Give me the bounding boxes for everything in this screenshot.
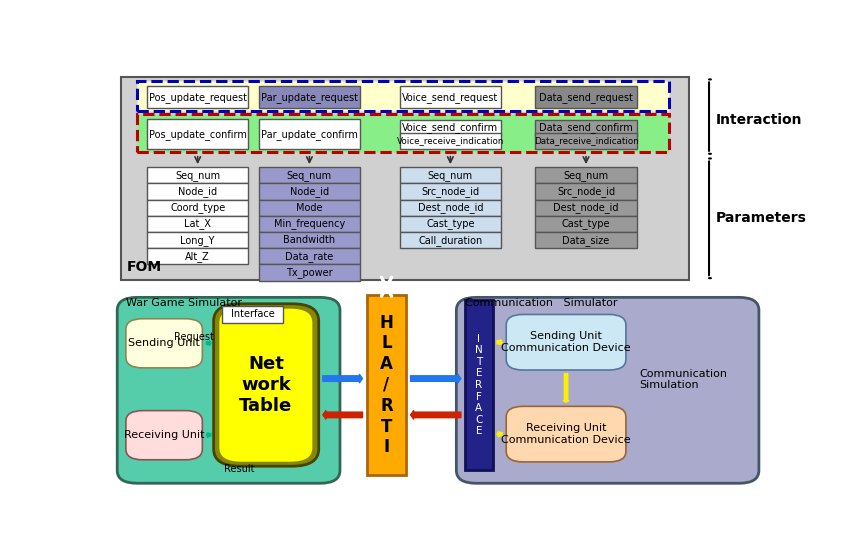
- Text: Dest_node_id: Dest_node_id: [418, 202, 483, 213]
- Text: Interaction: Interaction: [716, 113, 802, 127]
- Text: Par_update_request: Par_update_request: [261, 92, 358, 103]
- Text: Communication   Simulator: Communication Simulator: [465, 298, 618, 308]
- FancyBboxPatch shape: [148, 167, 248, 183]
- Text: Voice_send_confirm: Voice_send_confirm: [402, 122, 498, 133]
- FancyBboxPatch shape: [400, 86, 501, 108]
- Text: Bandwidth: Bandwidth: [283, 235, 335, 245]
- FancyBboxPatch shape: [535, 86, 637, 108]
- Text: Lat_X: Lat_X: [184, 219, 211, 229]
- FancyBboxPatch shape: [400, 232, 501, 248]
- FancyBboxPatch shape: [148, 183, 248, 199]
- Text: Src_node_id: Src_node_id: [421, 186, 480, 197]
- FancyBboxPatch shape: [400, 133, 501, 149]
- Text: Parameters: Parameters: [716, 211, 807, 225]
- Text: Receiving Unit
Communication Device: Receiving Unit Communication Device: [501, 423, 631, 445]
- Text: Node_id: Node_id: [178, 186, 217, 197]
- Text: Request: Request: [174, 332, 214, 342]
- Text: Net
work
Table: Net work Table: [239, 355, 293, 415]
- FancyBboxPatch shape: [259, 216, 360, 232]
- FancyBboxPatch shape: [259, 265, 360, 281]
- Text: Dest_node_id: Dest_node_id: [553, 202, 619, 213]
- Text: Seq_num: Seq_num: [287, 170, 332, 180]
- FancyBboxPatch shape: [137, 114, 669, 152]
- FancyBboxPatch shape: [137, 80, 669, 112]
- FancyBboxPatch shape: [148, 216, 248, 232]
- Text: Node_id: Node_id: [290, 186, 329, 197]
- FancyBboxPatch shape: [506, 406, 626, 462]
- FancyBboxPatch shape: [120, 77, 689, 280]
- FancyBboxPatch shape: [259, 167, 360, 183]
- Text: Long_Y: Long_Y: [180, 235, 214, 245]
- FancyBboxPatch shape: [400, 199, 501, 216]
- FancyBboxPatch shape: [148, 232, 248, 248]
- Text: War Game Simulator: War Game Simulator: [126, 298, 242, 308]
- Text: Data_rate: Data_rate: [285, 251, 334, 262]
- FancyBboxPatch shape: [366, 295, 407, 475]
- Text: Cast_type: Cast_type: [426, 219, 474, 229]
- Text: Interface: Interface: [231, 310, 275, 320]
- Text: Sending Unit
Communication Device: Sending Unit Communication Device: [501, 331, 631, 353]
- Text: Sending Unit: Sending Unit: [128, 339, 200, 349]
- Text: Seq_num: Seq_num: [175, 170, 221, 180]
- Text: Par_update_confirm: Par_update_confirm: [261, 129, 358, 139]
- Text: Data_receive_indication: Data_receive_indication: [534, 137, 638, 145]
- FancyBboxPatch shape: [400, 167, 501, 183]
- Text: Result: Result: [224, 464, 254, 474]
- Text: Pos_update_confirm: Pos_update_confirm: [148, 129, 246, 139]
- FancyBboxPatch shape: [259, 86, 360, 108]
- Text: Tx_power: Tx_power: [286, 267, 333, 278]
- FancyBboxPatch shape: [118, 297, 340, 483]
- FancyBboxPatch shape: [148, 86, 248, 108]
- Text: FOM: FOM: [127, 260, 162, 274]
- FancyBboxPatch shape: [148, 119, 248, 149]
- FancyBboxPatch shape: [148, 199, 248, 216]
- Text: Data_size: Data_size: [562, 235, 610, 245]
- FancyBboxPatch shape: [126, 319, 202, 368]
- FancyBboxPatch shape: [535, 167, 637, 183]
- FancyBboxPatch shape: [506, 315, 626, 370]
- Text: Voice_receive_indication: Voice_receive_indication: [396, 137, 504, 145]
- FancyBboxPatch shape: [456, 297, 759, 483]
- Text: Data_send_confirm: Data_send_confirm: [539, 122, 633, 133]
- FancyBboxPatch shape: [535, 232, 637, 248]
- Text: Min_frequency: Min_frequency: [274, 219, 345, 229]
- FancyBboxPatch shape: [148, 248, 248, 265]
- FancyBboxPatch shape: [535, 133, 637, 149]
- FancyBboxPatch shape: [218, 307, 313, 463]
- Text: Pos_update_request: Pos_update_request: [148, 92, 247, 103]
- Text: Mode: Mode: [296, 203, 323, 213]
- FancyBboxPatch shape: [222, 306, 283, 323]
- Text: Voice_send_request: Voice_send_request: [402, 92, 498, 103]
- FancyBboxPatch shape: [126, 411, 202, 460]
- FancyBboxPatch shape: [535, 216, 637, 232]
- Text: H
L
A
/
R
T
I: H L A / R T I: [379, 314, 394, 456]
- Text: Call_duration: Call_duration: [418, 235, 482, 245]
- Text: Receiving Unit: Receiving Unit: [124, 430, 204, 440]
- FancyBboxPatch shape: [259, 119, 360, 149]
- FancyBboxPatch shape: [259, 232, 360, 248]
- FancyBboxPatch shape: [259, 199, 360, 216]
- FancyBboxPatch shape: [400, 183, 501, 199]
- FancyBboxPatch shape: [400, 216, 501, 232]
- FancyBboxPatch shape: [259, 248, 360, 265]
- FancyBboxPatch shape: [535, 199, 637, 216]
- Text: Communication
Simulation: Communication Simulation: [639, 369, 728, 390]
- Text: Coord_type: Coord_type: [170, 202, 226, 213]
- Text: Seq_num: Seq_num: [428, 170, 473, 180]
- FancyBboxPatch shape: [259, 183, 360, 199]
- Text: Src_node_id: Src_node_id: [557, 186, 615, 197]
- FancyBboxPatch shape: [214, 304, 318, 466]
- Text: I
N
T
E
R
F
A
C
E: I N T E R F A C E: [475, 334, 483, 436]
- FancyBboxPatch shape: [465, 300, 492, 471]
- FancyBboxPatch shape: [535, 183, 637, 199]
- Text: Seq_num: Seq_num: [564, 170, 608, 180]
- FancyBboxPatch shape: [400, 119, 501, 136]
- Text: Cast_type: Cast_type: [562, 219, 610, 229]
- FancyBboxPatch shape: [535, 119, 637, 136]
- Text: Data_send_request: Data_send_request: [539, 92, 633, 103]
- Text: Alt_Z: Alt_Z: [185, 251, 210, 262]
